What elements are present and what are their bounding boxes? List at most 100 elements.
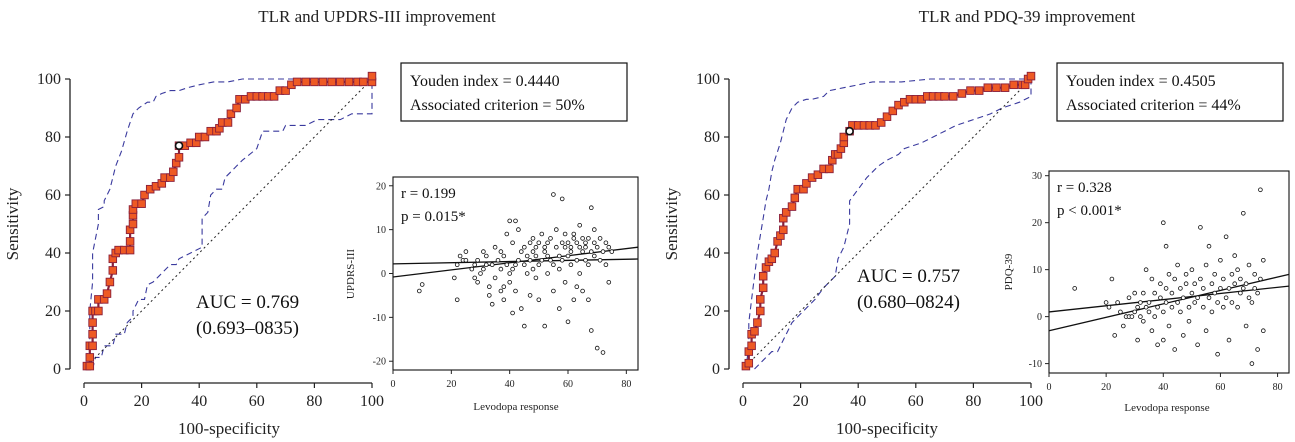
scatter-point (591, 253, 597, 259)
scatter-point (1229, 300, 1235, 305)
roc-marker (223, 118, 233, 127)
scatter-point (1223, 295, 1229, 301)
regression-lines (1048, 273, 1290, 332)
scatter-point (475, 279, 480, 285)
roc-marker (318, 77, 328, 87)
scatter-point (536, 262, 542, 268)
p-text: p < 0.001* (1057, 203, 1122, 219)
x-tick-label: 40 (191, 393, 207, 410)
scatter-point (1181, 333, 1186, 338)
p-text: p = 0.015* (401, 209, 466, 225)
regression-lines (392, 246, 639, 278)
scatter-point (1195, 342, 1200, 348)
scatter-point (1146, 300, 1152, 305)
scatter-point (1235, 267, 1240, 273)
y-tick-label: 0 (712, 361, 720, 378)
chart-title: TLR and UPDRS-III improvement (258, 7, 496, 26)
ci-upper-line (745, 78, 1031, 370)
inset-y-tick-label: -20 (373, 357, 386, 368)
scatter-point (1141, 318, 1146, 324)
scatter-point (492, 275, 498, 281)
regression-line (1048, 285, 1290, 313)
associated-criterion-text: Associated criterion = 44% (1066, 97, 1241, 114)
scatter-point (463, 249, 469, 254)
scatter-point (539, 257, 545, 263)
auc-text: AUC = 0.757 (857, 266, 960, 287)
scatter-point (1132, 290, 1137, 296)
roc-marker (140, 190, 149, 200)
scatter-point (1218, 257, 1223, 263)
roc-marker (301, 77, 311, 87)
roc-marker (770, 248, 779, 258)
inset-x-tick-label: 80 (621, 379, 631, 390)
youden-box (400, 62, 628, 122)
y-tick-label: 60 (45, 187, 61, 204)
inset-y-tick-label: 20 (1032, 218, 1042, 229)
scatter-point (457, 253, 463, 259)
scatter-point (1223, 234, 1229, 240)
inset-y-tick-label: -10 (1029, 359, 1042, 370)
scatter-point (1181, 295, 1186, 301)
scatter-point (1192, 281, 1197, 287)
scatter-point (565, 240, 571, 246)
roc-panel-updrs: TLR and UPDRS-III improvement 0 20 40 60 80 1… (3, 7, 639, 438)
x-tick-label: 20 (793, 393, 809, 410)
inset-x-tick-label: 20 (1101, 382, 1111, 393)
scatter-point (1141, 290, 1146, 296)
roc-marker (367, 71, 377, 81)
inset-y-tick-label: 10 (1032, 265, 1042, 276)
scatter-point (498, 249, 504, 254)
scatter-point (559, 196, 565, 202)
roc-marker (125, 237, 135, 246)
scatter-point (1209, 309, 1215, 315)
scatter-point (545, 271, 550, 276)
roc-marker (359, 77, 368, 87)
scatter-point (1215, 351, 1220, 357)
scatter-point (1203, 262, 1209, 268)
scatter-point (1189, 267, 1195, 273)
scatter-point (1175, 300, 1180, 305)
x-tick-label: 0 (739, 393, 747, 410)
roc-marker (756, 306, 765, 316)
roc-curve (741, 71, 1036, 371)
scatter-point (533, 275, 539, 281)
scatter-point (1149, 276, 1155, 282)
scatter-point (1143, 304, 1149, 310)
youden-box (1056, 62, 1284, 122)
scatter-point (1226, 337, 1232, 343)
scatter-point (536, 240, 542, 246)
roc-marker (336, 77, 345, 87)
scatter-point (1178, 286, 1183, 291)
scatter-point (1109, 276, 1115, 282)
scatter-point (562, 231, 568, 237)
scatter-point (565, 253, 571, 259)
scatter-point (495, 257, 501, 263)
scatter-point (1198, 276, 1203, 282)
scatter-point (1163, 300, 1169, 305)
scatter-point (586, 236, 591, 241)
scatter-point (1218, 286, 1223, 291)
scatter-point (583, 244, 588, 250)
scatter-point (1161, 220, 1166, 226)
scatter-point (586, 262, 591, 268)
scatter-point (1152, 290, 1157, 296)
roc-marker (813, 170, 823, 179)
ci-lower-line (92, 79, 373, 370)
scatter-point (419, 282, 425, 287)
scatter-points (416, 192, 615, 355)
roc-marker (779, 225, 788, 235)
x-axis-label: 100-specificity (836, 419, 938, 438)
scatter-point (586, 297, 591, 303)
roc-marker (744, 358, 754, 368)
scatter-point (1258, 276, 1263, 282)
scatter-point (1252, 271, 1257, 277)
scatter-point (1169, 304, 1175, 310)
roc-marker (85, 361, 95, 371)
x-tick-label: 40 (850, 393, 866, 410)
scatter-point (1183, 271, 1189, 277)
roc-marker (200, 132, 210, 142)
scatter-point (481, 266, 486, 272)
roc-marker (125, 245, 135, 255)
scatter-point (1146, 309, 1152, 315)
inset-y-tick-label: 20 (376, 181, 386, 192)
